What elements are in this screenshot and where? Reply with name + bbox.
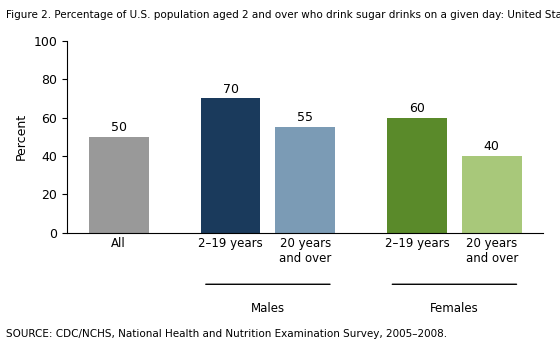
Bar [200,98,260,233]
Text: Figure 2. Percentage of U.S. population aged 2 and over who drink sugar drinks o: Figure 2. Percentage of U.S. population … [6,10,560,20]
Text: Females: Females [430,302,479,315]
Bar [276,127,335,233]
Text: 40: 40 [484,140,500,153]
Bar [388,118,447,233]
Text: Males: Males [251,302,285,315]
Text: 70: 70 [222,83,239,96]
Bar [89,137,148,233]
Text: 60: 60 [409,102,425,115]
Text: SOURCE: CDC/NCHS, National Health and Nutrition Examination Survey, 2005–2008.: SOURCE: CDC/NCHS, National Health and Nu… [6,329,447,339]
Bar [462,156,521,233]
Y-axis label: Percent: Percent [15,113,28,160]
Text: 50: 50 [111,121,127,134]
Text: 55: 55 [297,111,313,124]
